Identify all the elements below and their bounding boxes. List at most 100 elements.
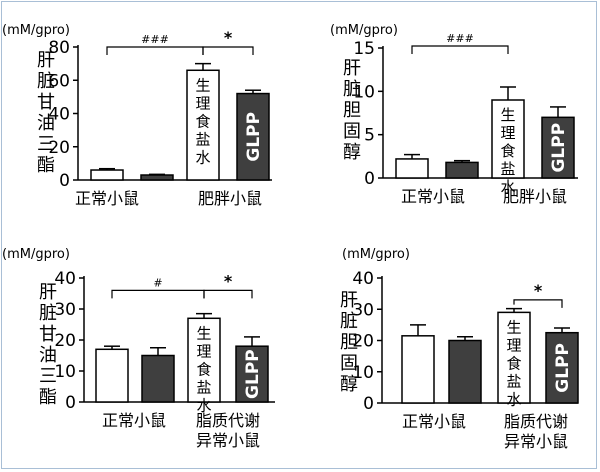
y-axis-title-char: 醇 bbox=[340, 374, 358, 395]
x-category-label: 脂质代谢 bbox=[504, 412, 568, 431]
y-tick-label: 40 bbox=[54, 269, 76, 289]
y-tick-label: 20 bbox=[48, 138, 70, 158]
y-tick-label: 80 bbox=[48, 38, 70, 58]
y-axis-title-char: 脏 bbox=[343, 79, 361, 100]
bar-glpp bbox=[445, 161, 479, 179]
y-axis-title-char: 油 bbox=[39, 345, 57, 366]
x-category-label: 正常小鼠 bbox=[402, 412, 466, 431]
y-axis-title-char: 甘 bbox=[39, 324, 57, 345]
y-tick-label: 0 bbox=[364, 169, 375, 189]
unit-label: (mM/gpro) bbox=[342, 247, 410, 262]
x-category-label: 肥胖小鼠 bbox=[198, 189, 262, 208]
bar-glpp bbox=[448, 339, 482, 404]
y-axis-title-char: 脏 bbox=[37, 71, 55, 92]
y-tick-label: 0 bbox=[363, 394, 374, 414]
bar-label-glpp: GLPP bbox=[243, 349, 263, 399]
bar-label-char: 水 bbox=[506, 390, 521, 408]
y-tick-label: 30 bbox=[352, 300, 374, 320]
unit-label: (mM/gpro) bbox=[2, 247, 70, 262]
y-tick-label: 0 bbox=[59, 171, 70, 191]
bar-label-char: 食 bbox=[506, 354, 521, 372]
y-axis-title-char: 甘 bbox=[37, 92, 55, 113]
y-tick-label: 60 bbox=[48, 71, 70, 91]
unit-label: (mM/gpro) bbox=[330, 23, 398, 38]
bar-label-char: 水 bbox=[196, 396, 211, 414]
bar-label-glpp: GLPP bbox=[553, 343, 573, 393]
significance-marker: * bbox=[224, 271, 233, 290]
bar-saline bbox=[95, 348, 129, 403]
y-axis-title-char: 固 bbox=[343, 121, 361, 142]
unit-label: (mM/gpro) bbox=[2, 23, 70, 38]
bar-label-char: 盐 bbox=[196, 378, 211, 396]
bar-saline bbox=[401, 335, 435, 404]
y-tick-label: 10 bbox=[54, 362, 76, 382]
x-category-label: 正常小鼠 bbox=[75, 189, 139, 208]
bar-glpp bbox=[140, 174, 174, 181]
y-axis-title-char: 醇 bbox=[343, 142, 361, 163]
y-axis-title-char: 肝 bbox=[39, 282, 57, 303]
y-axis-title-char: 胆 bbox=[340, 332, 358, 353]
bar-label-char: 水 bbox=[500, 178, 515, 196]
y-tick-label: 40 bbox=[352, 269, 374, 289]
y-tick-label: 0 bbox=[65, 393, 76, 413]
y-axis-title-char: 三 bbox=[39, 366, 57, 387]
y-axis-title-char: 肝 bbox=[343, 58, 361, 79]
bar-label-char: 盐 bbox=[195, 130, 210, 148]
bar-label-char: 盐 bbox=[500, 160, 515, 178]
x-category-label: 正常小鼠 bbox=[401, 187, 465, 206]
y-tick-label: 10 bbox=[353, 82, 375, 102]
bar-label-char: 水 bbox=[195, 148, 210, 166]
y-axis-title-char: 肝 bbox=[340, 290, 358, 311]
y-axis-title-char: 肝 bbox=[37, 50, 55, 71]
chart-panel-3: (mM/gpro)肝脏甘油三酯 010203040生理食盐水GLPP# *正常小鼠脂… bbox=[2, 247, 275, 450]
significance-bracket bbox=[202, 46, 254, 55]
y-tick-label: 30 bbox=[54, 300, 76, 320]
bar-label-char: 理 bbox=[195, 94, 210, 112]
significance-bracket bbox=[513, 299, 563, 308]
bar-label-char: 生 bbox=[195, 76, 210, 94]
significance-bracket bbox=[411, 45, 509, 54]
bar-label-char: 理 bbox=[500, 124, 515, 142]
bar-label-glpp: GLPP bbox=[549, 123, 569, 173]
x-category-label: 脂质代谢 bbox=[196, 411, 260, 430]
bar-label-char: 生 bbox=[500, 106, 515, 124]
bar-glpp bbox=[141, 354, 175, 403]
y-axis-title-char: 固 bbox=[340, 353, 358, 374]
x-category-label: 异常小鼠 bbox=[196, 431, 260, 450]
significance-marker: * bbox=[534, 281, 543, 300]
x-category-label: 异常小鼠 bbox=[504, 432, 568, 451]
y-axis-title-char: 酯 bbox=[39, 387, 57, 408]
bar-label-char: 食 bbox=[500, 142, 515, 160]
y-axis-title-char: 酯 bbox=[37, 155, 55, 176]
significance-marker: ### bbox=[141, 33, 169, 46]
bar-label-glpp: GLPP bbox=[244, 112, 264, 162]
significance-marker: ### bbox=[446, 32, 474, 45]
bar-label-char: 盐 bbox=[506, 372, 521, 390]
bar-saline bbox=[395, 158, 429, 179]
bar-label-char: 生 bbox=[196, 324, 211, 342]
significance-bracket bbox=[106, 46, 204, 55]
x-category-label: 正常小鼠 bbox=[102, 411, 166, 430]
bar-glpp bbox=[235, 345, 269, 403]
bar-glpp bbox=[545, 331, 579, 404]
y-tick-label: 20 bbox=[54, 331, 76, 351]
y-axis-title-char: 三 bbox=[37, 134, 55, 155]
y-axis-title-char: 胆 bbox=[343, 100, 361, 121]
x-category-label: 肥胖小鼠 bbox=[503, 187, 567, 206]
bar-glpp bbox=[541, 116, 575, 179]
y-axis-title-char: 脏 bbox=[340, 311, 358, 332]
y-tick-label: 15 bbox=[353, 39, 375, 59]
bar-label-char: 理 bbox=[196, 342, 211, 360]
significance-bracket bbox=[203, 289, 253, 299]
bar-saline bbox=[186, 69, 220, 181]
y-axis-title-char: 油 bbox=[37, 113, 55, 134]
